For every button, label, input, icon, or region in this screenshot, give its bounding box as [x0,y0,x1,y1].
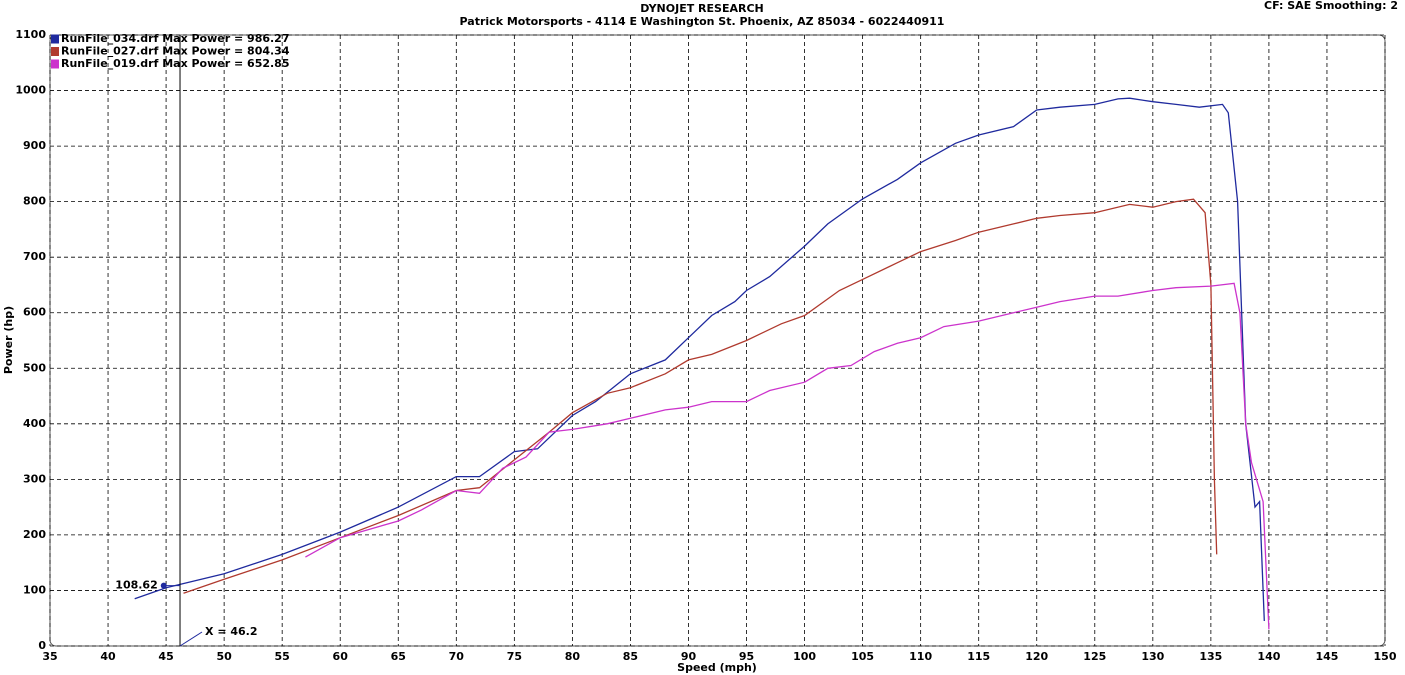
legend-label: RunFile_034.drf Max Power = 986.27 [61,32,290,45]
y-axis-title: Power (hp) [2,306,15,374]
x-tick-label: 65 [391,650,406,663]
x-tick-label: 45 [158,650,173,663]
series-line [134,97,1265,622]
x-tick-label: 145 [1315,650,1338,663]
y-tick-label: 1000 [15,84,46,97]
cursor-label: X = 46.2 [205,625,258,638]
legend-swatch [51,34,59,44]
series-line [305,282,1270,630]
legend-label: RunFile_019.drf Max Power = 652.85 [61,57,290,70]
x-tick-label: 95 [739,650,754,663]
chart-title: DYNOJET RESEARCH [640,2,763,15]
y-tick-label: 900 [23,139,46,152]
x-tick-label: 75 [507,650,522,663]
x-tick-label: 85 [623,650,638,663]
x-tick-label: 135 [1199,650,1222,663]
cursor-pointer [179,631,203,647]
y-tick-label: 100 [23,583,46,596]
y-tick-label: 500 [23,361,46,374]
x-tick-label: 125 [1083,650,1106,663]
x-tick-label: 50 [216,650,232,663]
x-tick-label: 150 [1374,650,1397,663]
x-axis-title: Speed (mph) [677,661,757,674]
x-tick-label: 70 [449,650,465,663]
corner-note: CF: SAE Smoothing: 2 [1264,0,1398,12]
x-tick-label: 40 [100,650,116,663]
x-tick-label: 35 [42,650,57,663]
x-tick-label: 130 [1141,650,1164,663]
x-tick-label: 60 [333,650,349,663]
marker-dot [160,582,167,589]
x-tick-label: 100 [793,650,816,663]
y-tick-label: 800 [23,195,46,208]
legend-swatch [51,59,59,69]
x-tick-label: 90 [681,650,697,663]
y-tick-label: 700 [23,250,46,263]
y-tick-label: 300 [23,472,46,485]
chart-subtitle: Patrick Motorsports - 4114 E Washington … [460,15,945,28]
x-tick-label: 105 [851,650,874,663]
y-tick-label: 1100 [15,28,46,41]
x-tick-label: 55 [275,650,290,663]
x-tick-label: 140 [1257,650,1280,663]
series-line [183,198,1218,594]
y-tick-label: 200 [23,528,46,541]
y-tick-label: 400 [23,417,46,430]
x-tick-label: 115 [967,650,990,663]
marker-label: 108.62 [115,579,157,592]
plot-area [49,34,1386,647]
legend-swatch [51,47,59,56]
y-tick-label: 600 [23,306,46,319]
legend-label: RunFile_027.drf Max Power = 804.34 [61,45,290,58]
x-tick-label: 80 [565,650,581,663]
x-tick-label: 120 [1025,650,1048,663]
y-tick-label: 0 [38,639,46,652]
x-tick-label: 110 [909,650,932,663]
